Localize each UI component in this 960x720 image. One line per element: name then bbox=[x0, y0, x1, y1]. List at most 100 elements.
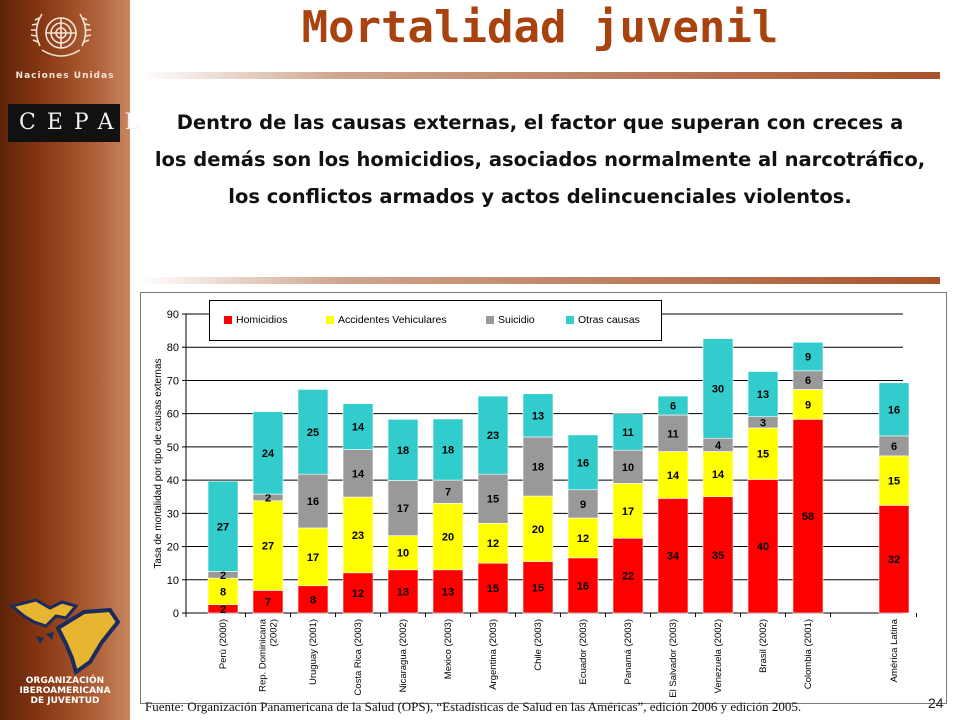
data-label: 34 bbox=[667, 551, 680, 563]
data-label: 7 bbox=[445, 487, 451, 499]
x-tick-label: Uruguay (2001) bbox=[308, 619, 319, 685]
bar-segment-suicidio bbox=[297, 473, 329, 529]
y-tick-label: 20 bbox=[167, 542, 179, 554]
chart-canvas: 0 10 20 30 40 50 60 70 80 90 Tasa de mortalidad po… bbox=[153, 309, 917, 698]
un-emblem-icon bbox=[30, 13, 92, 57]
data-label: 13 bbox=[397, 586, 409, 598]
cepal-logo: CEPAL bbox=[8, 104, 151, 142]
data-label: 15 bbox=[888, 476, 900, 488]
bar-segment-accidentes-vehiculares bbox=[792, 389, 824, 420]
bar-segment-accidentes-vehiculares bbox=[657, 451, 689, 499]
page-number: 24 bbox=[928, 695, 944, 711]
sidebar: Naciones Unidas CEPAL ORGANIZACIÓN IBERO… bbox=[0, 0, 151, 720]
bar-segment-otras-causas bbox=[252, 411, 284, 495]
data-label: 11 bbox=[622, 427, 634, 439]
y-tick-label: 60 bbox=[167, 409, 179, 421]
y-tick-label: 70 bbox=[167, 375, 179, 387]
bar-segment-homicidios bbox=[522, 561, 554, 614]
data-label: 10 bbox=[622, 462, 634, 474]
data-label: 4 bbox=[715, 440, 722, 452]
data-label: 27 bbox=[217, 521, 229, 533]
mortality-chart: 0 10 20 30 40 50 60 70 80 90 Tasa de mortalidad po… bbox=[140, 292, 947, 704]
bar-segment-accidentes-vehiculares bbox=[878, 455, 910, 506]
data-label: 16 bbox=[307, 496, 319, 508]
legend-label: Homicidios bbox=[236, 314, 288, 326]
bar-segment-accidentes-vehiculares bbox=[567, 517, 599, 559]
page-title: Mortalidad juvenil bbox=[301, 2, 779, 53]
legend-otras: Otras causas bbox=[566, 314, 640, 326]
x-tick-label: Ecuador (2003) bbox=[578, 619, 589, 684]
data-label: 58 bbox=[802, 511, 814, 523]
intro-paragraph: Dentro de las causas externas, el factor… bbox=[140, 104, 940, 215]
legend-swatch bbox=[486, 316, 494, 324]
bar-segment-otras-causas bbox=[612, 413, 644, 451]
data-label: 9 bbox=[805, 352, 811, 364]
chart-legend: Homicidios Accidentes Vehiculares Suicid… bbox=[209, 300, 662, 341]
bar-segment-otras-causas bbox=[207, 480, 239, 572]
legend-label: Accidentes Vehiculares bbox=[338, 314, 447, 326]
intro-line-3: los conflictos armados y actos delincuen… bbox=[228, 185, 852, 208]
data-label: 18 bbox=[442, 445, 454, 457]
data-label: 12 bbox=[487, 538, 499, 550]
legend-swatch bbox=[326, 316, 334, 324]
y-tick-label: 50 bbox=[167, 442, 179, 454]
bar-segment-accidentes-vehiculares bbox=[387, 535, 419, 571]
bar-segment-suicidio bbox=[342, 449, 374, 498]
bar-segment-accidentes-vehiculares bbox=[432, 503, 464, 571]
y-tick-label: 0 bbox=[173, 608, 179, 620]
data-label: 16 bbox=[577, 457, 589, 469]
cepal-text: CEPAL bbox=[19, 110, 151, 135]
x-tick-label: Venezuela (2002) bbox=[713, 619, 724, 693]
bar-segment-homicidios bbox=[477, 562, 509, 614]
bar-segment-homicidios bbox=[657, 498, 689, 614]
bar-segment-suicidio bbox=[522, 436, 554, 497]
data-label: 23 bbox=[487, 430, 499, 442]
bar-segment-otras-causas bbox=[297, 389, 329, 475]
bar-segment-accidentes-vehiculares bbox=[702, 451, 734, 498]
data-label: 14 bbox=[352, 468, 365, 480]
data-label: 6 bbox=[670, 401, 676, 413]
data-label: 14 bbox=[712, 469, 725, 481]
bar-segment-accidentes-vehiculares bbox=[477, 523, 509, 564]
bar-segment-suicidio bbox=[387, 480, 419, 536]
data-label: 13 bbox=[532, 410, 544, 422]
data-label: 10 bbox=[397, 548, 409, 560]
legend-suicidio: Suicidio bbox=[486, 314, 535, 326]
bar-segment-homicidios bbox=[567, 557, 599, 614]
x-tick-label: Argentina (2003) bbox=[488, 619, 499, 690]
data-label: 20 bbox=[532, 524, 544, 536]
y-tick-label: 80 bbox=[167, 342, 179, 354]
bar-segment-homicidios bbox=[387, 569, 419, 614]
data-label: 8 bbox=[220, 586, 226, 598]
legend-accidentes: Accidentes Vehiculares bbox=[326, 314, 447, 326]
data-label: 11 bbox=[667, 428, 679, 440]
intro-divider bbox=[140, 277, 940, 284]
bar-segment-otras-causas bbox=[702, 338, 734, 439]
x-tick-label: (2002) bbox=[269, 619, 280, 646]
data-label: 40 bbox=[757, 541, 769, 553]
bar-segment-homicidios bbox=[297, 585, 329, 614]
legend-swatch bbox=[224, 316, 232, 324]
bar-segment-otras-causas bbox=[387, 419, 419, 481]
bar-segment-otras-causas bbox=[342, 403, 374, 450]
x-tick-label: Panamá (2003) bbox=[623, 619, 634, 684]
oij-line-1: ORGANIZACIÓN bbox=[25, 676, 105, 686]
bar-segment-otras-causas bbox=[432, 418, 464, 481]
data-label: 20 bbox=[442, 532, 454, 544]
bar-segment-homicidios bbox=[702, 496, 734, 614]
x-tick-label: El Salvador (2003) bbox=[668, 619, 679, 698]
x-tick-label: Rep. Dominicana bbox=[258, 618, 269, 692]
data-label: 13 bbox=[757, 389, 769, 401]
data-label: 27 bbox=[262, 541, 274, 553]
data-label: 18 bbox=[532, 461, 544, 473]
x-tick-label: Colombia (2001) bbox=[803, 619, 814, 689]
x-tick-label: América Latina bbox=[889, 618, 900, 682]
legend-label: Otras causas bbox=[578, 314, 640, 326]
data-label: 15 bbox=[757, 449, 769, 461]
legend-homicidios: Homicidios bbox=[224, 314, 287, 326]
data-label: 30 bbox=[712, 383, 724, 395]
data-label: 32 bbox=[888, 554, 900, 566]
data-label: 16 bbox=[577, 580, 589, 592]
data-label: 17 bbox=[622, 506, 634, 518]
x-tick-label: Mexico (2003) bbox=[443, 619, 454, 679]
